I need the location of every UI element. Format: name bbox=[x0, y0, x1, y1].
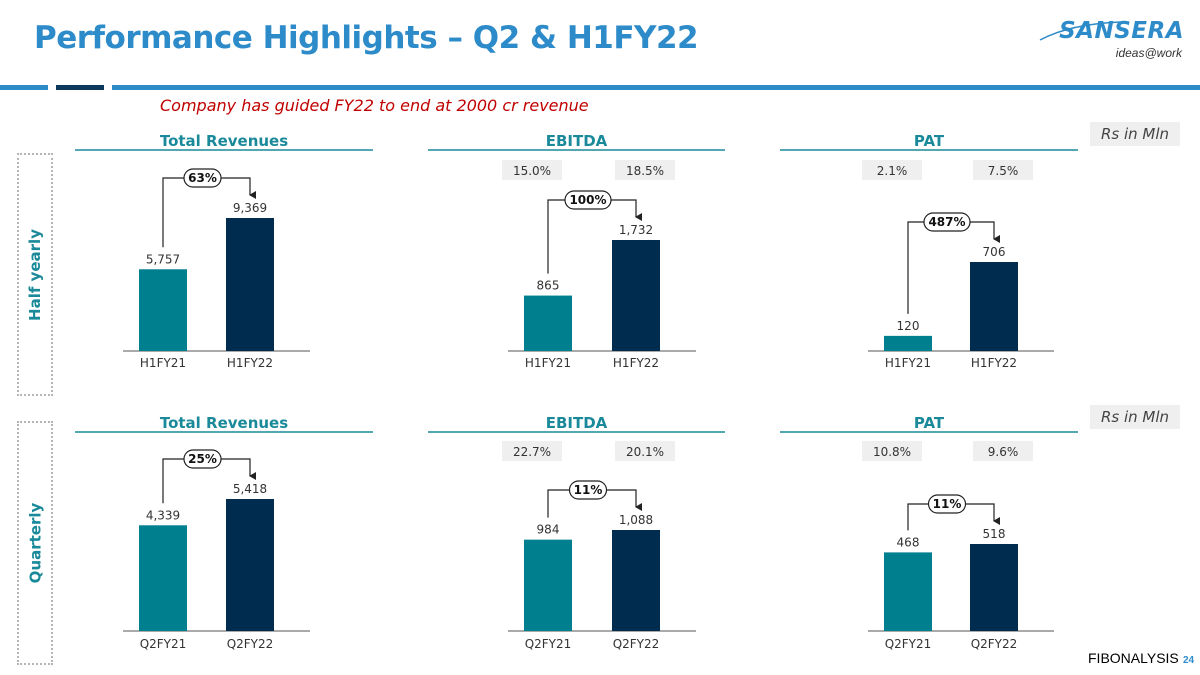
footer-brand: FIBONALYSIS bbox=[1088, 650, 1179, 666]
hy-ebitda-growth-label: 100% bbox=[569, 193, 606, 207]
q-pat-bar-q2fy22 bbox=[970, 544, 1018, 631]
q-ebitda-margin-label-1: 20.1% bbox=[626, 445, 664, 459]
hy-pat-category-label-h1fy22: H1FY22 bbox=[971, 356, 1017, 370]
header-rule-left bbox=[0, 85, 48, 90]
q-ebitda-margin-box-1 bbox=[615, 441, 675, 461]
q-ebitda-margin-label-0: 22.7% bbox=[513, 445, 551, 459]
page-number: 24 bbox=[1183, 655, 1195, 666]
hy-pat-value-label-h1fy21: 120 bbox=[897, 319, 920, 333]
logo-swoosh-icon bbox=[1039, 21, 1121, 41]
hy-ebitda-category-label-h1fy22: H1FY22 bbox=[613, 356, 659, 370]
q-pat-growth-pill bbox=[927, 494, 967, 514]
hy-ebitda-margin-box-0 bbox=[502, 160, 562, 180]
q-pat-bar-q2fy21 bbox=[884, 552, 932, 631]
q-total-revenues-chart-title: Total Revenues bbox=[160, 414, 288, 432]
hy-pat-growth-pill bbox=[923, 212, 971, 232]
hy-pat-bar-h1fy21 bbox=[884, 335, 932, 351]
q-pat-margin-label-1: 9.6% bbox=[988, 445, 1019, 459]
q-pat-margin-label-0: 10.8% bbox=[873, 445, 911, 459]
hy-ebitda-value-label-h1fy22: 1,732 bbox=[619, 223, 653, 237]
q-total-revenues-category-label-q2fy22: Q2FY22 bbox=[227, 637, 274, 651]
header-rule-main bbox=[112, 85, 1200, 90]
q-ebitda-value-label-q2fy22: 1,088 bbox=[619, 513, 653, 527]
hy-total-revenues-growth-pill bbox=[183, 168, 222, 188]
q-total-revenues-bar-q2fy21 bbox=[139, 525, 187, 631]
hy-total-revenues-value-label-h1fy21: 5,757 bbox=[146, 252, 180, 266]
q-ebitda-growth-label: 11% bbox=[574, 483, 603, 497]
company-logo: SANSERA ideas@work bbox=[1030, 18, 1190, 68]
hy-total-revenues-bar-h1fy22 bbox=[226, 218, 274, 351]
hy-pat-bar-h1fy22 bbox=[970, 262, 1018, 351]
guidance-note: Company has guided FY22 to end at 2000 c… bbox=[160, 96, 589, 115]
q-total-revenues-growth-label: 25% bbox=[188, 452, 217, 466]
hy-total-revenues-bar-h1fy21 bbox=[139, 269, 187, 351]
header-rule-dark bbox=[56, 85, 104, 90]
half-yearly-frame bbox=[17, 153, 53, 396]
q-pat-value-label-q2fy22: 518 bbox=[983, 527, 1006, 541]
q-ebitda-margin-box-0 bbox=[502, 441, 562, 461]
q-total-revenues-growth-pill bbox=[183, 449, 222, 469]
q-ebitda-chart-title: EBITDA bbox=[546, 414, 608, 432]
q-ebitda-category-label-q2fy22: Q2FY22 bbox=[613, 637, 660, 651]
hy-ebitda-margin-box-1 bbox=[615, 160, 675, 180]
hy-pat-growth-label: 487% bbox=[928, 215, 965, 229]
units-label-quarterly: Rs in Mln bbox=[1090, 405, 1180, 429]
hy-ebitda-margin-label-1: 18.5% bbox=[626, 164, 664, 178]
q-pat-chart-title: PAT bbox=[914, 414, 945, 432]
q-total-revenues-value-label-q2fy22: 5,418 bbox=[233, 482, 267, 496]
hy-ebitda-value-label-h1fy21: 865 bbox=[537, 279, 560, 293]
q-pat-margin-box-0 bbox=[862, 441, 922, 461]
hy-pat-category-label-h1fy21: H1FY21 bbox=[885, 356, 931, 370]
hy-ebitda-margin-label-0: 15.0% bbox=[513, 164, 551, 178]
q-pat-category-label-q2fy21: Q2FY21 bbox=[885, 637, 932, 651]
q-total-revenues-value-label-q2fy21: 4,339 bbox=[146, 508, 180, 522]
quarterly-frame bbox=[17, 421, 53, 665]
q-ebitda-value-label-q2fy21: 984 bbox=[537, 523, 560, 537]
hy-pat-margin-label-0: 2.1% bbox=[877, 164, 908, 178]
hy-pat-value-label-h1fy22: 706 bbox=[983, 245, 1006, 259]
q-ebitda-bar-q2fy21 bbox=[524, 539, 572, 631]
q-ebitda-growth-pill bbox=[568, 480, 608, 500]
page-title: Performance Highlights – Q2 & H1FY22 bbox=[34, 20, 699, 56]
q-pat-growth-label: 11% bbox=[933, 497, 962, 511]
logo-wordmark: SANSERA bbox=[1059, 18, 1184, 44]
hy-ebitda-growth-pill bbox=[564, 190, 612, 210]
hy-pat-margin-box-0 bbox=[862, 160, 922, 180]
hy-ebitda-bar-h1fy22 bbox=[612, 240, 660, 351]
hy-ebitda-category-label-h1fy21: H1FY21 bbox=[525, 356, 571, 370]
q-ebitda-bar-q2fy22 bbox=[612, 530, 660, 631]
units-label-half-yearly: Rs in Mln bbox=[1090, 122, 1180, 146]
hy-pat-chart-title: PAT bbox=[914, 132, 945, 150]
hy-total-revenues-category-label-h1fy21: H1FY21 bbox=[140, 356, 186, 370]
hy-total-revenues-growth-label: 63% bbox=[188, 171, 217, 185]
hy-pat-margin-label-1: 7.5% bbox=[988, 164, 1019, 178]
hy-ebitda-chart-title: EBITDA bbox=[546, 132, 608, 150]
hy-total-revenues-chart-title: Total Revenues bbox=[160, 132, 288, 150]
hy-ebitda-bar-h1fy21 bbox=[524, 295, 572, 351]
logo-tagline: ideas@work bbox=[1115, 46, 1182, 60]
hy-pat-margin-box-1 bbox=[973, 160, 1033, 180]
q-pat-margin-box-1 bbox=[973, 441, 1033, 461]
hy-total-revenues-category-label-h1fy22: H1FY22 bbox=[227, 356, 273, 370]
q-ebitda-category-label-q2fy21: Q2FY21 bbox=[525, 637, 572, 651]
q-total-revenues-bar-q2fy22 bbox=[226, 499, 274, 631]
q-pat-value-label-q2fy21: 468 bbox=[897, 535, 920, 549]
q-total-revenues-category-label-q2fy21: Q2FY21 bbox=[140, 637, 187, 651]
q-pat-category-label-q2fy22: Q2FY22 bbox=[971, 637, 1018, 651]
hy-total-revenues-value-label-h1fy22: 9,369 bbox=[233, 201, 267, 215]
